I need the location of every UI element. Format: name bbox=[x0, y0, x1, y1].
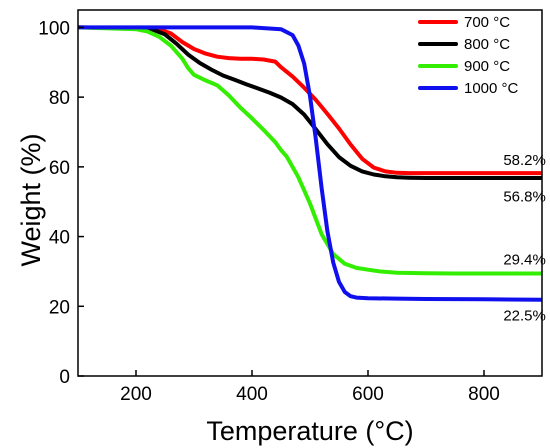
x-tick-label: 400 bbox=[236, 384, 268, 405]
legend-label: 800 °C bbox=[464, 36, 510, 53]
value-annotation: 56.8% bbox=[503, 188, 546, 205]
legend: 700 °C 800 °C 900 °C 1000 °C bbox=[418, 14, 519, 97]
y-tick-label: 100 bbox=[38, 18, 70, 39]
value-annotation: 29.4% bbox=[503, 252, 546, 269]
y-tick-label: 20 bbox=[49, 297, 70, 318]
x-axis-label: Temperature (°C) bbox=[206, 416, 413, 446]
value-annotation: 58.2% bbox=[503, 152, 546, 169]
series-line-1 bbox=[78, 25, 542, 176]
x-tick-label: 200 bbox=[120, 384, 152, 405]
y-tick-label: 0 bbox=[59, 367, 70, 388]
series-line-4 bbox=[78, 25, 542, 302]
x-tick-label: 600 bbox=[352, 384, 384, 405]
y-tick-label: 40 bbox=[49, 228, 70, 249]
legend-label: 1000 °C bbox=[464, 80, 519, 97]
series-line-3 bbox=[78, 25, 542, 276]
value-annotations: 58.2% 56.8% 29.4% 22.5% bbox=[503, 152, 546, 325]
series-lines bbox=[78, 25, 542, 302]
series-line-2 bbox=[78, 25, 542, 180]
value-annotation: 22.5% bbox=[503, 308, 546, 325]
y-tick-label: 80 bbox=[49, 88, 70, 109]
y-axis-label: Weight (%) bbox=[16, 133, 46, 266]
legend-label: 700 °C bbox=[464, 14, 510, 31]
legend-label: 900 °C bbox=[464, 58, 510, 75]
y-tick-label: 60 bbox=[49, 158, 70, 179]
x-tick-label: 800 bbox=[468, 384, 500, 405]
plot-area bbox=[77, 9, 543, 377]
axis-ticks: 200 400 600 800 0 20 40 60 80 100 bbox=[38, 18, 500, 405]
plot-frame bbox=[77, 9, 543, 377]
